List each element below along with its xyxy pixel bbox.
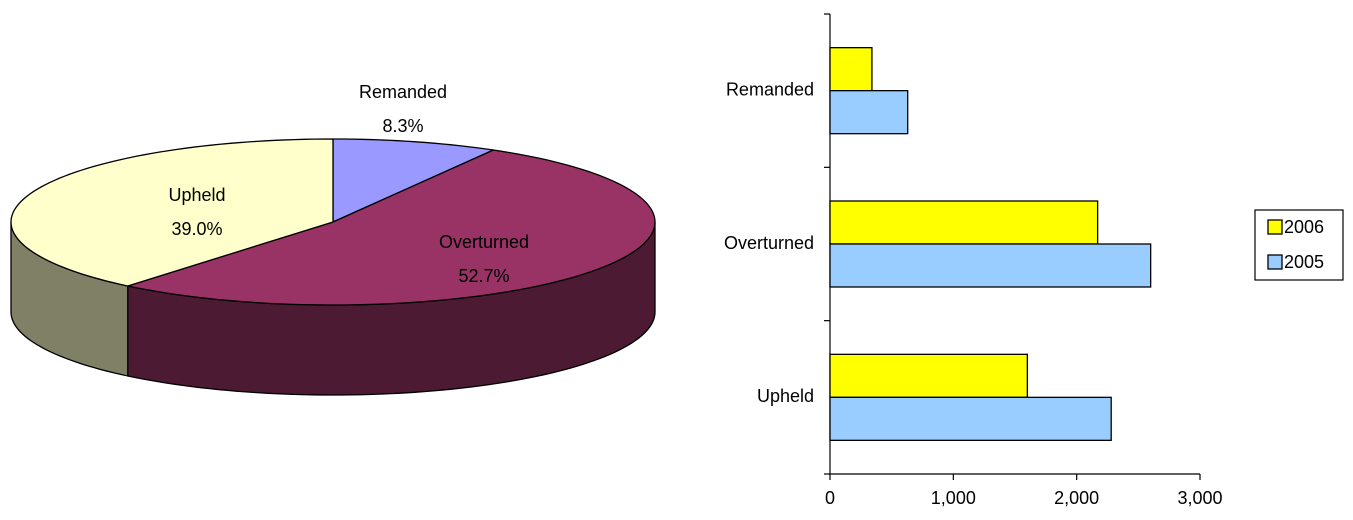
pie-percent-overturned: 52.7% bbox=[458, 266, 509, 286]
legend-label-2006: 2006 bbox=[1284, 217, 1324, 237]
bar-upheld-2005 bbox=[829, 396, 1112, 441]
bar-upheld-2006 bbox=[829, 353, 1028, 398]
bar-overturned-2005 bbox=[829, 243, 1152, 288]
pie-slice-remanded bbox=[332, 138, 495, 223]
category-label-overturned: Overturned bbox=[724, 233, 814, 253]
bar-remanded-2006 bbox=[829, 47, 873, 92]
legend-swatch-2006 bbox=[1267, 219, 1283, 235]
bar-chart: 0 1,000 2,000 3,000 Remanded Overturned Upheld… bbox=[724, 13, 1344, 508]
x-tick-label: 0 bbox=[825, 488, 835, 508]
bar-remanded-2005 bbox=[829, 90, 909, 135]
legend-swatch-2005 bbox=[1267, 254, 1283, 270]
legend: 2006 2005 bbox=[1254, 209, 1344, 281]
pie-slice-upheld bbox=[10, 138, 334, 287]
x-tick-label: 2,000 bbox=[1054, 488, 1099, 508]
x-tick-label: 1,000 bbox=[931, 488, 976, 508]
legend-label-2005: 2005 bbox=[1284, 252, 1324, 272]
pie-label-overturned: Overturned bbox=[439, 232, 529, 252]
pie-chart: Remanded 8.3% Overturned 52.7% Upheld 39.0% bbox=[10, 82, 656, 396]
bar-overturned-2006 bbox=[829, 200, 1099, 245]
pie-slice-overturned bbox=[127, 149, 656, 306]
x-tick-label: 3,000 bbox=[1177, 488, 1222, 508]
pie-label-upheld: Upheld bbox=[168, 185, 225, 205]
pie-percent-upheld: 39.0% bbox=[171, 219, 222, 239]
pie-label-remanded: Remanded bbox=[359, 82, 447, 102]
category-label-remanded: Remanded bbox=[726, 79, 814, 99]
category-label-upheld: Upheld bbox=[757, 386, 814, 406]
pie-percent-remanded: 8.3% bbox=[382, 116, 423, 136]
